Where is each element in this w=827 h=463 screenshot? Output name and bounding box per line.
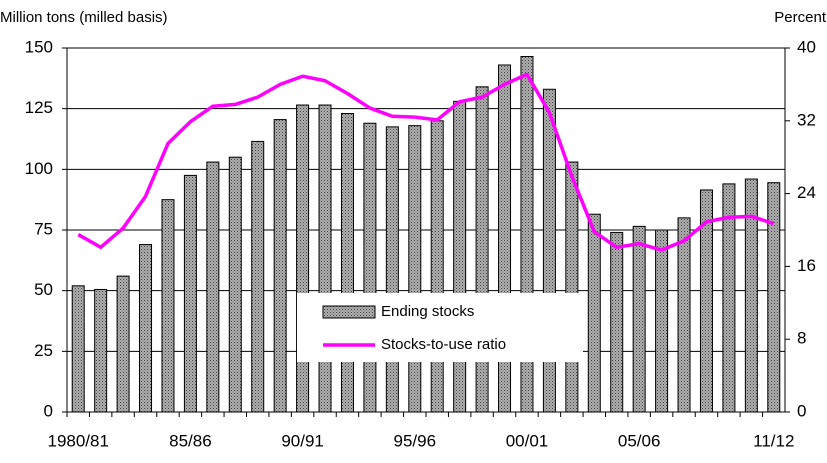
bar (453, 100, 467, 413)
line (77, 72, 775, 252)
bar (251, 140, 265, 413)
y-tick-label: 0 (44, 401, 53, 420)
y2-tick-label: 24 (797, 183, 816, 202)
y-tick-label: 150 (25, 37, 53, 56)
bar (632, 225, 646, 413)
bar (385, 126, 399, 413)
bar (206, 161, 220, 413)
bar (273, 119, 287, 413)
bar (363, 122, 377, 413)
x-tick-label: 85/86 (169, 431, 212, 450)
legend-label: Ending stocks (381, 303, 474, 320)
y-axis-label: Million tons (milled basis) (0, 9, 168, 26)
bar (71, 285, 85, 413)
bar (767, 182, 781, 413)
y-tick-label: 125 (25, 98, 53, 117)
bar (139, 244, 153, 413)
legend-label: Stocks-to-use ratio (381, 336, 506, 353)
bar (430, 120, 444, 413)
y2-tick-label: 8 (797, 329, 806, 348)
bar (722, 183, 736, 413)
bar (116, 275, 130, 413)
y2-tick-label: 32 (797, 110, 816, 129)
bar (655, 229, 669, 413)
y2-tick-label: 40 (797, 37, 816, 56)
y2-tick-label: 0 (797, 401, 806, 420)
bar (565, 161, 579, 413)
bar (475, 86, 489, 413)
x-tick-label: 95/96 (394, 431, 437, 450)
bar (183, 174, 197, 413)
legend-box (297, 293, 583, 362)
y-tick-label: 50 (34, 280, 53, 299)
x-tick-label: 00/01 (506, 431, 549, 450)
y-tick-label: 75 (34, 219, 53, 238)
bar (744, 178, 758, 413)
bar (296, 104, 310, 413)
bar (228, 156, 242, 413)
x-tick-label: 1980/81 (47, 431, 108, 450)
y2-tick-label: 16 (797, 256, 816, 275)
x-tick-label: 90/91 (281, 431, 324, 450)
y-tick-label: 100 (25, 159, 53, 178)
legend-swatch (322, 305, 376, 319)
bar (677, 217, 691, 413)
bar (610, 231, 624, 413)
x-tick-label: 11/12 (753, 431, 794, 450)
bar (94, 288, 108, 413)
y-tick-label: 25 (34, 341, 53, 360)
bar (699, 189, 713, 413)
bar (340, 113, 354, 413)
bar (318, 104, 332, 413)
bar (161, 199, 175, 413)
bar (587, 213, 601, 413)
bar (542, 88, 556, 413)
bar (408, 125, 422, 413)
y2-axis-label: Percent (774, 9, 827, 26)
x-tick-label: 05/06 (618, 431, 661, 450)
